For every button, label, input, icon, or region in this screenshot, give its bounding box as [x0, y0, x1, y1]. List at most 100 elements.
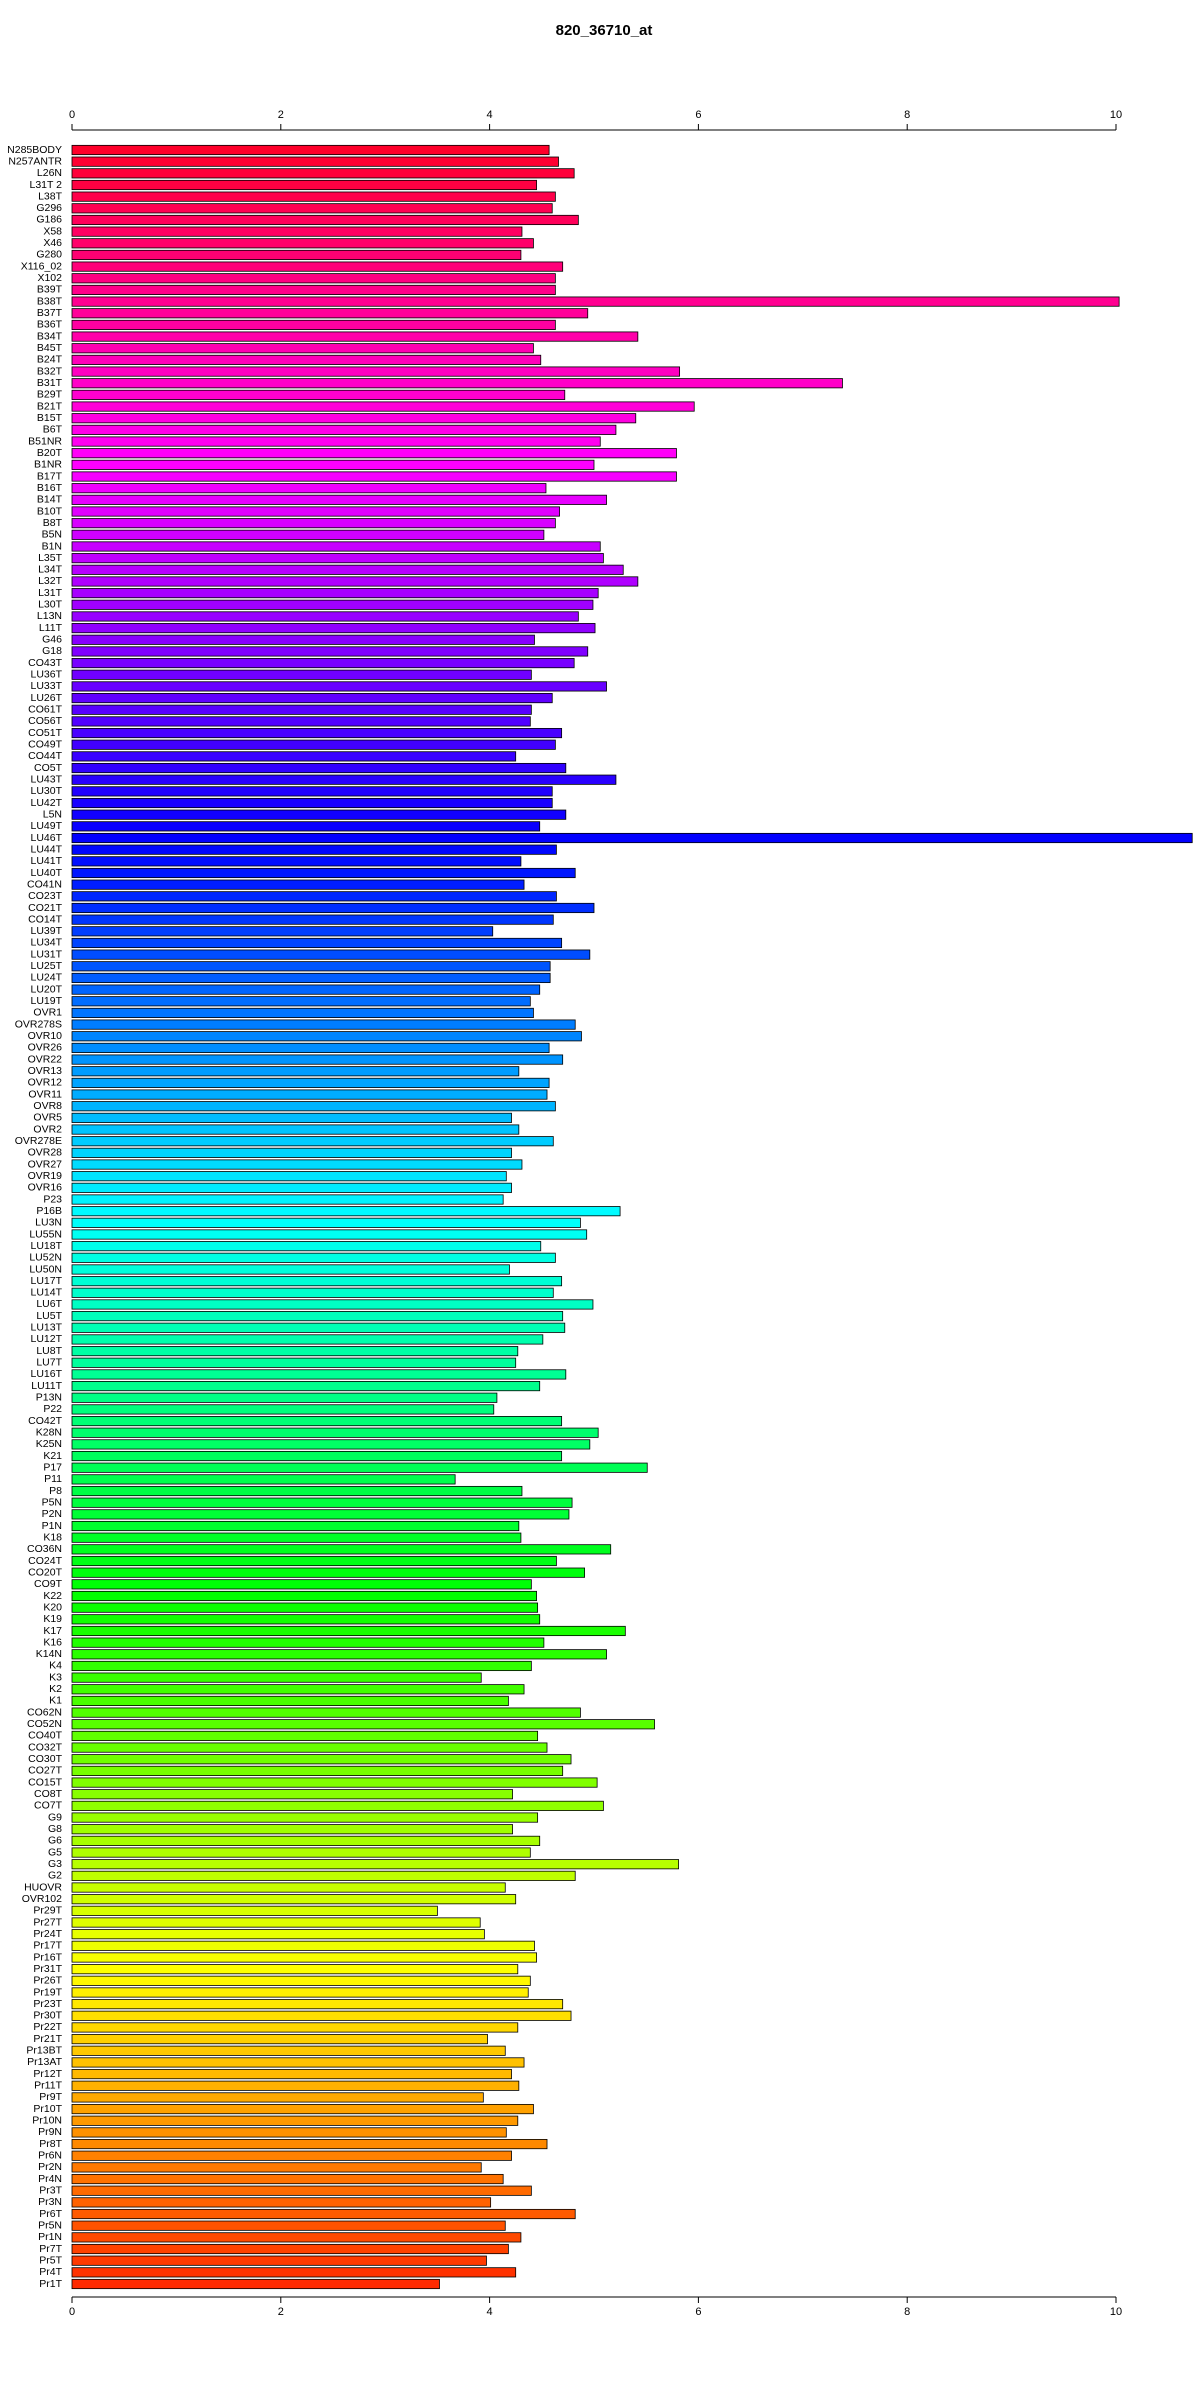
bar	[71, 1416, 563, 1427]
bar	[71, 832, 1193, 844]
bar	[71, 1159, 523, 1170]
y-category-label: OVR8	[33, 1100, 62, 1112]
y-category-label: LU26T	[30, 692, 62, 704]
y-category-label: B17T	[37, 470, 63, 482]
x-tick-label: 0	[69, 2306, 75, 2318]
y-category-label: L32T	[38, 575, 63, 587]
bar	[71, 448, 677, 459]
y-category-label: G46	[42, 634, 62, 646]
bar	[71, 1555, 557, 1567]
bar	[71, 494, 607, 505]
y-category-label: P1N	[42, 1520, 62, 1532]
y-category-label: B31T	[37, 377, 63, 389]
bar	[71, 762, 567, 774]
bar	[71, 1299, 594, 1310]
y-category-label: CO62N	[27, 1706, 62, 1718]
x-tick-label: 8	[904, 2306, 910, 2318]
bar	[71, 1894, 517, 1905]
y-category-label: B10T	[37, 505, 63, 517]
y-category-label: P5N	[42, 1496, 62, 1508]
bar	[71, 273, 556, 284]
bar	[71, 704, 532, 715]
x-tick-label: 6	[695, 2306, 701, 2318]
bar	[71, 413, 637, 424]
y-category-label: OVR10	[28, 1030, 63, 1042]
y-category-label: G6	[48, 1835, 62, 1847]
bar	[71, 2010, 572, 2021]
y-category-label: Pr7T	[39, 2243, 62, 2255]
y-category-label: B1N	[42, 540, 62, 552]
y-category-label: B51NR	[28, 435, 62, 447]
y-category-label: K18	[43, 1531, 62, 1543]
bar	[71, 1602, 539, 1613]
bar	[71, 156, 559, 167]
bar	[71, 2232, 522, 2243]
y-category-label: K3	[49, 1671, 62, 1683]
bar	[71, 1859, 679, 1870]
bar	[71, 1509, 570, 1520]
y-category-label: P8	[49, 1485, 62, 1497]
bar	[71, 1124, 520, 1135]
bar	[71, 844, 557, 855]
y-category-label: OVR5	[33, 1112, 62, 1124]
bar	[71, 2197, 492, 2208]
y-category-label: Pr11T	[34, 2080, 62, 2092]
x-tick-label: 4	[487, 109, 493, 121]
y-category-label: LU36T	[30, 669, 62, 681]
y-category-label: Pr13AT	[27, 2056, 62, 2068]
y-category-label: LU19T	[30, 995, 62, 1007]
bar	[71, 1101, 556, 1112]
y-category-label: B15T	[37, 412, 63, 424]
y-category-label: CO30T	[28, 1753, 62, 1765]
y-category-label: LU43T	[30, 773, 62, 785]
bar	[71, 867, 576, 879]
y-category-label: CO24T	[28, 1555, 62, 1567]
y-category-label: LU11T	[31, 1380, 62, 1392]
y-category-label: LU17T	[30, 1275, 62, 1287]
y-category-label: Pr30T	[33, 2010, 62, 2022]
bar	[71, 389, 566, 400]
y-category-label: LU33T	[30, 680, 62, 692]
y-category-label: G280	[36, 249, 62, 261]
bar	[71, 669, 532, 680]
y-category-label: B20T	[37, 447, 63, 459]
bar	[71, 2278, 440, 2290]
y-category-label: G3	[48, 1858, 62, 1870]
bar	[71, 1206, 621, 1217]
bar	[71, 203, 553, 214]
y-category-label: P2N	[42, 1508, 62, 1520]
bar	[71, 1800, 604, 1811]
bar	[71, 1322, 566, 1333]
bar	[71, 1334, 544, 1345]
bar	[71, 1252, 556, 1263]
y-category-label: P23	[43, 1193, 62, 1205]
y-category-label: CO44T	[28, 750, 62, 762]
x-tick-label: 10	[1110, 109, 1122, 121]
bar	[71, 1136, 554, 1147]
bar	[71, 1427, 599, 1438]
bar	[71, 1917, 481, 1928]
y-category-label: K4	[49, 1660, 62, 1672]
bar	[71, 2208, 576, 2220]
x-tick-label: 10	[1110, 2306, 1122, 2318]
y-category-label: G9	[48, 1811, 62, 1823]
y-category-label: OVR278S	[15, 1018, 62, 1030]
y-category-label: K19	[43, 1613, 62, 1625]
bar	[71, 564, 624, 575]
bar	[71, 1369, 567, 1380]
bar	[71, 1870, 576, 1881]
bar	[71, 2243, 509, 2255]
y-category-label: L34T	[38, 564, 63, 576]
bar	[71, 366, 681, 377]
y-category-label: L38T	[38, 190, 63, 202]
y-category-label: LU13T	[30, 1322, 62, 1334]
bar	[71, 1182, 512, 1193]
bar	[71, 1987, 529, 1998]
bar	[71, 261, 564, 272]
chart-title: 820_36710_at	[556, 22, 653, 39]
bar	[71, 1031, 582, 1042]
bar	[71, 681, 607, 692]
bar	[71, 249, 522, 261]
bar	[71, 751, 517, 762]
bar	[71, 1404, 495, 1415]
